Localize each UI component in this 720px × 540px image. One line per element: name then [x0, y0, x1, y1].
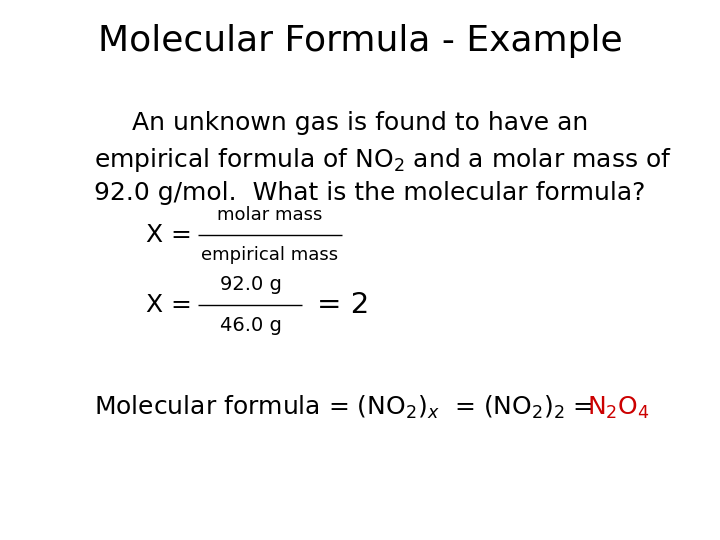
- Text: An unknown gas is found to have an: An unknown gas is found to have an: [132, 111, 588, 134]
- Text: empirical mass: empirical mass: [202, 246, 338, 264]
- Text: molar mass: molar mass: [217, 206, 323, 224]
- Text: 92.0 g: 92.0 g: [220, 275, 282, 294]
- Text: Molecular Formula - Example: Molecular Formula - Example: [98, 24, 622, 58]
- Text: = 2: = 2: [317, 291, 369, 319]
- Text: 92.0 g/mol.  What is the molecular formula?: 92.0 g/mol. What is the molecular formul…: [94, 181, 645, 205]
- Text: $\mathregular{X}$ =: $\mathregular{X}$ =: [145, 223, 191, 247]
- Text: Molecular formula = (NO$_2$)$_x$  = (NO$_2$)$_2$ =: Molecular formula = (NO$_2$)$_x$ = (NO$_…: [94, 394, 595, 421]
- Text: empirical formula of NO$_2$ and a molar mass of: empirical formula of NO$_2$ and a molar …: [94, 146, 671, 174]
- Text: N$_2$O$_4$: N$_2$O$_4$: [587, 395, 649, 421]
- Text: $\mathregular{X}$ =: $\mathregular{X}$ =: [145, 293, 191, 317]
- Text: 46.0 g: 46.0 g: [220, 316, 282, 335]
